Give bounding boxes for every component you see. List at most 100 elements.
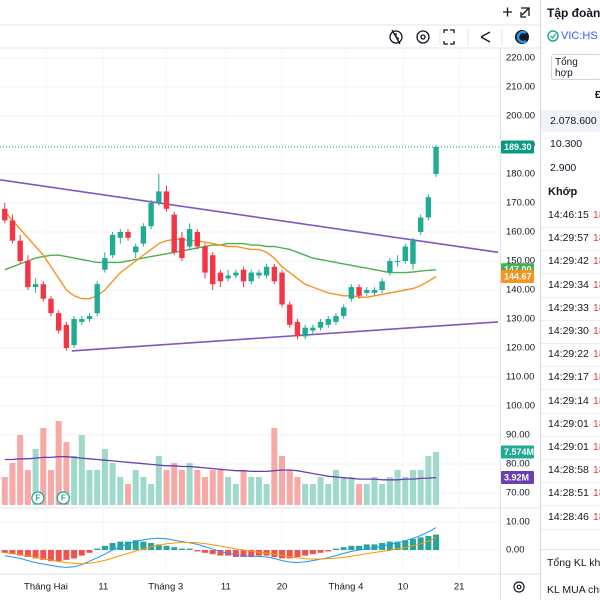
- trade-price: 18: [593, 301, 600, 314]
- candle-body: [425, 197, 432, 218]
- trade-price: 18: [593, 510, 600, 523]
- x-tick-label: 21: [454, 582, 465, 593]
- volume-bar: [40, 428, 47, 505]
- chart: FF 220.00210.00200.00190.00180.00170.001…: [0, 0, 541, 600]
- compare-icon[interactable]: [389, 29, 403, 45]
- price-badge: [501, 269, 534, 283]
- candle-body: [410, 240, 416, 264]
- footer-divider: [541, 549, 600, 550]
- macd-histogram-bar: [317, 550, 324, 553]
- trade-row: 14:29:57 18: [541, 227, 600, 252]
- macd-histogram-bar: [24, 550, 31, 558]
- volume-bar: [47, 470, 54, 505]
- volume-bar: [325, 484, 332, 505]
- macd-histogram-bar: [232, 550, 239, 558]
- candle-body: [163, 191, 170, 209]
- price-badge-label: 7.574M: [504, 447, 534, 457]
- y-tick-label: 200.00: [506, 111, 535, 122]
- volume-bar: [409, 470, 416, 505]
- price-badge-label: 189.30: [504, 142, 532, 152]
- stat-row-bg: [541, 110, 600, 132]
- volume-bar: [9, 463, 16, 505]
- macd-histogram-bar: [302, 550, 309, 556]
- candle-body: [325, 318, 331, 325]
- volume-bar: [186, 463, 193, 505]
- y-tick-label: 150.00: [506, 256, 535, 267]
- volume-ma-line: [4, 456, 437, 481]
- volume-bar: [171, 463, 178, 505]
- fullscreen-icon[interactable]: [443, 29, 455, 45]
- candle-body: [210, 255, 216, 285]
- event-label: F: [35, 494, 40, 503]
- volume-bar: [379, 484, 386, 505]
- volume-bar: [117, 477, 124, 505]
- share-icon[interactable]: [480, 31, 491, 43]
- macd-histogram-bar: [340, 547, 347, 551]
- trade-price: 18: [593, 209, 600, 221]
- volume-bar: [202, 477, 209, 505]
- macd-histogram-bar: [194, 550, 201, 552]
- x-tick-label: 10: [398, 582, 409, 593]
- candle-body: [279, 272, 285, 305]
- candle-body: [233, 272, 239, 276]
- volume-bar: [163, 470, 170, 505]
- trade-price: 18: [593, 325, 600, 337]
- macd-histogram-bar: [140, 541, 147, 551]
- macd-histogram-bar: [294, 550, 301, 558]
- candle-body: [294, 321, 301, 337]
- volume-bar: [225, 477, 232, 505]
- candle-body: [179, 237, 185, 259]
- volume-bar: [402, 477, 409, 505]
- trade-row: 14:29:33 18: [541, 297, 600, 321]
- macd-histogram-bar: [55, 550, 62, 562]
- chart-toolbar: [389, 29, 529, 45]
- x-tick-label: Tháng 3: [148, 582, 183, 593]
- candle-body: [148, 203, 154, 227]
- y-tick-label: 180.00: [506, 169, 535, 180]
- candle-body: [202, 246, 208, 273]
- y-tick-label: 140.00: [506, 285, 535, 296]
- trade-time: 14:28:46: [548, 510, 589, 523]
- macd-histogram-bar: [109, 543, 116, 551]
- symbol[interactable]: VIC:HS: [561, 30, 598, 42]
- candle-body: [94, 284, 100, 314]
- side-panel: Tập đoàn VIC:HS Tổng hợp Đ 2.078.600 10.…: [541, 0, 600, 600]
- macd-histogram-bar: [47, 550, 54, 562]
- volume-bar: [286, 470, 293, 505]
- volume-bar: [309, 484, 316, 505]
- candle-body: [2, 208, 8, 221]
- candle-body: [402, 246, 408, 261]
- y-tick-label: 210.00: [506, 82, 535, 93]
- candle-body: [79, 318, 85, 322]
- add-icon[interactable]: [503, 7, 512, 17]
- volume-bar: [94, 470, 101, 505]
- macd-histogram-bar: [202, 550, 209, 553]
- volume-bar: [417, 470, 424, 505]
- logo-icon[interactable]: [515, 30, 529, 44]
- macd-histogram-bar: [71, 550, 78, 559]
- macd-histogram-bar: [63, 550, 70, 560]
- volume-bar: [155, 456, 162, 505]
- settings-gear[interactable]: [513, 581, 525, 593]
- volume-bar: [140, 477, 147, 505]
- candle-body: [310, 327, 316, 331]
- expand-icon[interactable]: [520, 7, 530, 18]
- macd-histogram-bar: [178, 548, 185, 551]
- candle-body: [171, 214, 177, 253]
- macd-histogram-bar: [163, 545, 170, 551]
- trade-price: 18: [593, 371, 600, 384]
- candle-body: [71, 318, 77, 346]
- y-tick-label: 70.00: [506, 488, 530, 499]
- x-tick-label: 11: [98, 582, 108, 593]
- candle-body: [371, 289, 378, 293]
- volume-bar: [433, 451, 440, 505]
- x-tick-label: 20: [277, 582, 288, 593]
- summary-tab[interactable]: Tổng hợp: [551, 54, 600, 80]
- axes: 220.00210.00200.00190.00180.00170.00160.…: [24, 53, 535, 593]
- macd-histogram-bar: [1, 550, 8, 553]
- macd-histogram-bar: [225, 550, 232, 556]
- settings-icon[interactable]: [416, 30, 430, 44]
- candle-body: [248, 272, 254, 282]
